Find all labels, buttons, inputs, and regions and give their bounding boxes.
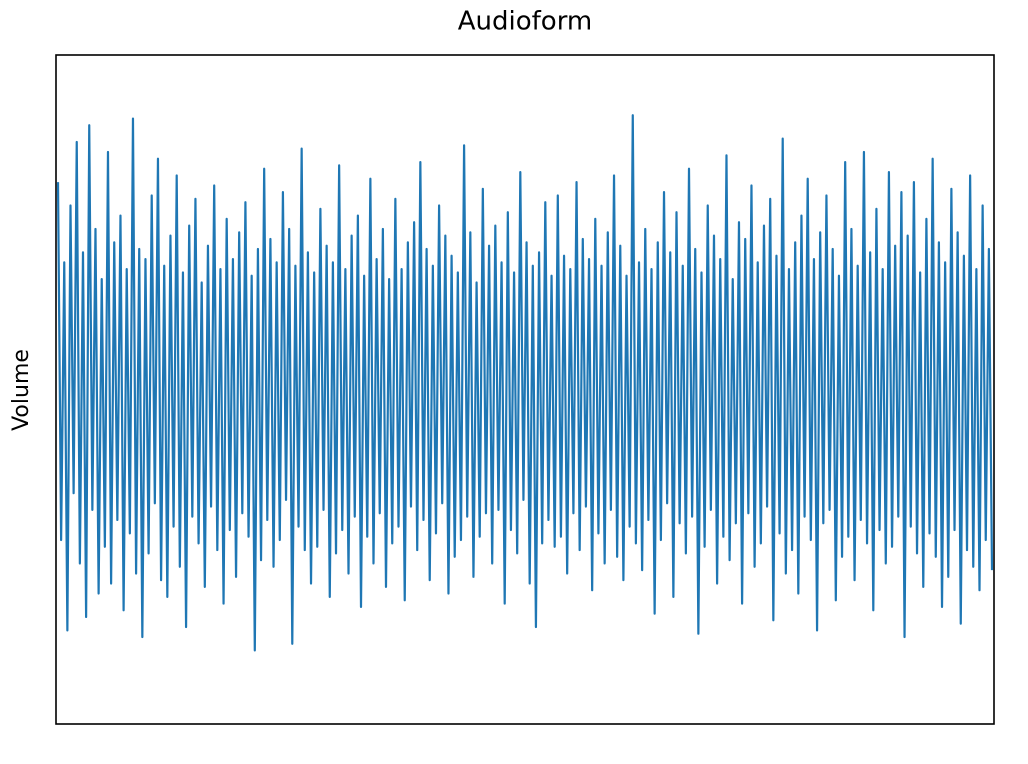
chart-title: Audioform (458, 7, 593, 37)
waveform-line (56, 114, 994, 652)
plot-frame (55, 54, 995, 725)
plot-area (56, 114, 994, 652)
y-axis-label: Volume (9, 349, 34, 431)
